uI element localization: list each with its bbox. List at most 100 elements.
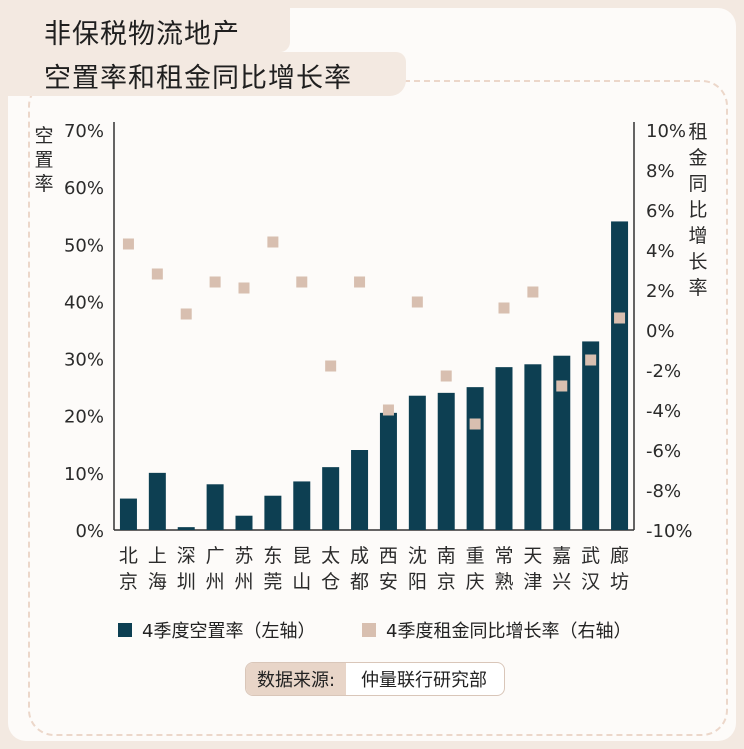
x-tick-label-char: 阳 [408,571,427,593]
bar [322,467,340,530]
right-axis-title-char: 长 [688,251,707,273]
left-tick-label: 30% [64,350,104,371]
x-tick-label-char: 圳 [177,571,196,593]
x-tick-label-char: 广 [206,545,225,567]
right-tick-label: 2% [646,281,675,302]
x-tick-label-char: 庆 [466,571,485,593]
x-tick-label-char: 南 [437,545,456,567]
x-tick-label-char: 深 [177,545,196,567]
bar [148,472,166,530]
left-tick-label: 0% [75,521,104,542]
marker-point [151,268,163,280]
x-tick-label-char: 廊 [610,545,629,567]
left-tick-label: 10% [64,464,104,485]
marker-point [354,276,366,288]
left-axis-title-char: 率 [34,173,53,195]
marker-point [469,418,481,430]
x-tick-label-char: 重 [466,545,485,567]
legend-marker-label: 4季度租金同比增长率（右轴） [386,621,632,642]
right-axis-title-char: 率 [688,277,707,299]
bar [293,481,311,530]
bar [611,221,629,530]
right-axis-title-char: 增 [688,225,707,247]
x-tick-label-char: 天 [523,545,542,567]
right-axis-title-char: 比 [688,199,707,221]
bar [264,495,282,530]
marker-point [614,312,626,324]
bar [408,395,426,530]
x-tick-label-char: 州 [206,571,225,593]
x-tick-label-char: 京 [119,571,138,593]
title-tab-top [8,8,290,52]
right-tick-label: -2% [646,361,681,382]
legend-marker-swatch [362,623,376,637]
x-tick-label-char: 常 [494,545,513,567]
x-tick-label-char: 北 [119,545,138,567]
marker-point [498,302,510,314]
left-tick-label: 60% [64,178,104,199]
marker-point [180,308,192,320]
legend-marker: 4季度租金同比增长率（右轴） [362,617,631,643]
left-tick-label: 20% [64,407,104,428]
x-tick-label-char: 都 [350,571,369,593]
bar [177,527,195,530]
marker-point [411,296,423,308]
marker-point [296,276,308,288]
left-tick-label: 50% [64,235,104,256]
right-tick-label: -6% [646,441,681,462]
right-tick-label: -10% [646,521,693,542]
right-tick-label: 6% [646,201,675,222]
marker-point [382,404,394,416]
right-axis-title-char: 同 [688,173,707,195]
x-tick-label-char: 熟 [494,571,513,593]
bar [351,450,369,530]
right-tick-label: 4% [646,241,675,262]
x-tick-label-char: 西 [379,545,398,567]
right-tick-label: 10% [646,121,686,142]
bar [466,387,484,530]
x-tick-label-char: 上 [148,545,167,567]
bar [524,364,542,530]
right-tick-label: 0% [646,321,675,342]
source-value: 仲量联行研究部 [361,670,487,691]
x-tick-label-char: 州 [234,571,253,593]
x-tick-label-char: 兴 [552,571,571,593]
legend-bar: 4季度空置率（左轴） [118,617,315,643]
legend-bar-swatch [118,623,132,637]
x-tick-label-char: 津 [523,571,542,593]
x-tick-label-char: 海 [148,571,167,593]
marker-point [527,286,539,298]
marker-point [267,236,279,248]
right-tick-label: -4% [646,401,681,422]
bar [553,355,571,530]
x-tick-label-char: 仓 [321,571,340,593]
bar [119,498,137,530]
left-axis-title-char: 空 [34,125,53,147]
x-tick-label-char: 武 [581,545,600,567]
x-tick-label-char: 嘉 [552,545,571,567]
x-tick-label-char: 莞 [263,571,282,593]
title-tab-bottom [8,52,406,96]
right-axis-title-char: 金 [688,147,707,169]
bar [582,341,600,530]
x-tick-label-char: 安 [379,571,398,593]
bar [235,515,253,530]
source-label-bg [246,663,346,695]
x-tick-label-char: 苏 [234,545,253,567]
right-tick-label: 8% [646,161,675,182]
marker-point [122,238,134,250]
right-axis-title-char: 租 [688,121,707,143]
x-tick-label-char: 汉 [581,571,600,593]
source-label: 数据来源: [256,670,336,691]
marker-point [585,354,597,366]
bar [437,392,455,530]
x-tick-label-char: 山 [292,571,311,593]
x-tick-label-char: 坊 [610,571,629,593]
bar [206,484,224,530]
left-tick-label: 70% [64,121,104,142]
left-axis-title-char: 置 [34,149,53,171]
marker-point [238,282,250,294]
right-tick-label: -8% [646,481,681,502]
x-tick-label-char: 太 [321,545,340,567]
